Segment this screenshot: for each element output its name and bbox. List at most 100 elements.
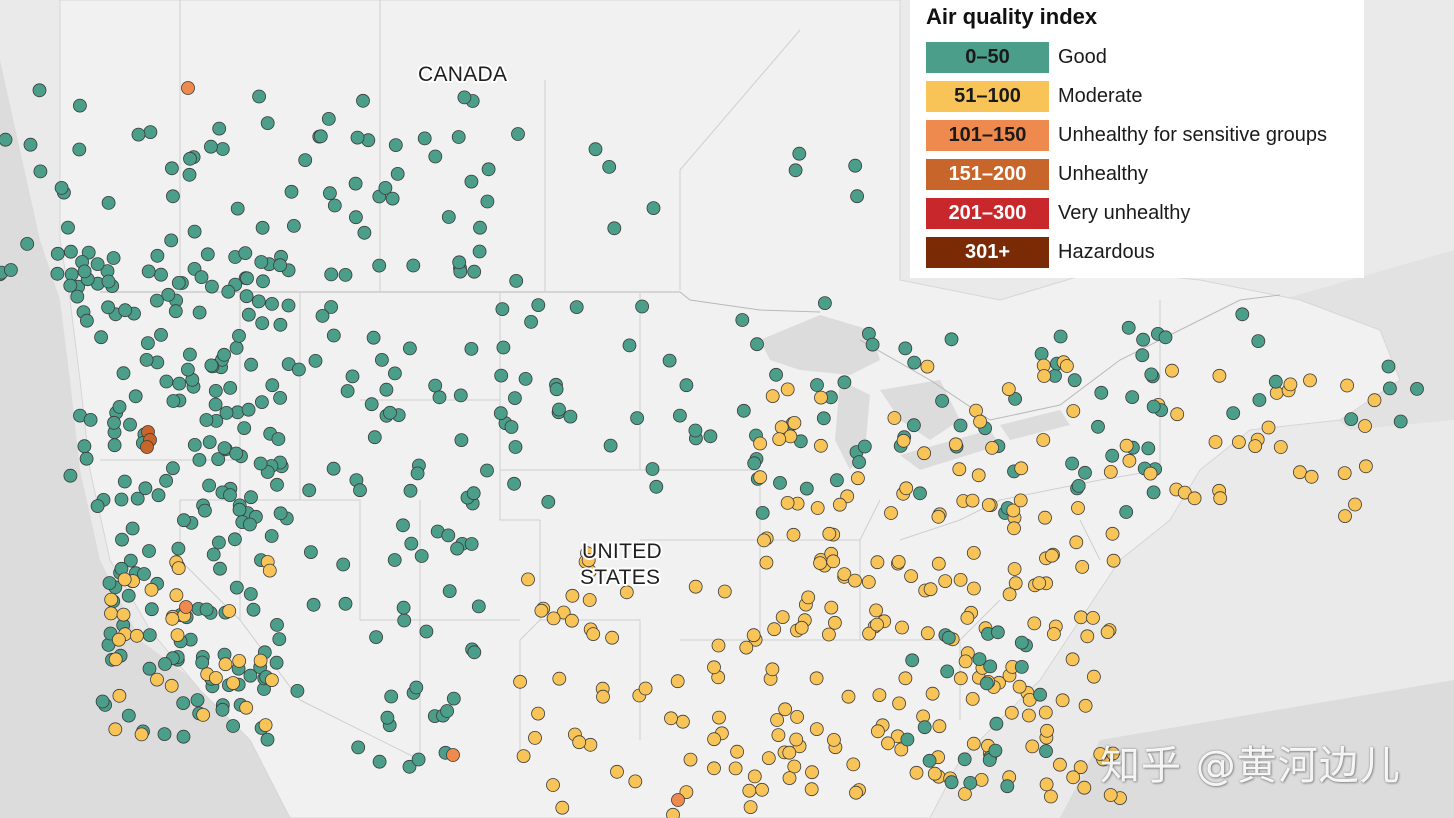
watermark-text: 知乎 @黄河边儿: [1100, 743, 1401, 789]
station-marker: [125, 521, 140, 536]
station-marker: [963, 776, 978, 790]
station-marker: [790, 710, 804, 724]
station-marker: [957, 752, 972, 767]
station-marker: [1143, 466, 1158, 481]
station-marker: [1135, 348, 1150, 363]
station-marker: [348, 210, 363, 225]
station-marker: [33, 164, 48, 179]
station-marker: [688, 579, 703, 594]
station-marker: [171, 561, 186, 575]
station-marker: [938, 574, 953, 588]
station-marker: [428, 149, 443, 164]
station-marker: [549, 382, 564, 397]
station-marker: [366, 330, 381, 345]
station-marker: [219, 405, 234, 420]
station-marker: [372, 258, 387, 273]
station-marker: [134, 727, 149, 742]
station-marker: [828, 615, 842, 630]
station-marker: [187, 437, 202, 452]
station-marker: [1039, 777, 1054, 792]
station-marker: [922, 753, 937, 768]
station-marker: [837, 375, 852, 390]
station-marker: [750, 337, 764, 352]
station-marker: [264, 529, 279, 543]
station-marker: [229, 340, 244, 355]
station-marker: [1344, 412, 1359, 427]
station-marker: [603, 438, 618, 453]
station-marker: [983, 659, 998, 674]
station-marker: [217, 441, 232, 456]
station-marker: [286, 218, 301, 233]
station-marker: [739, 640, 754, 655]
station-marker: [1232, 435, 1246, 450]
station-marker: [464, 341, 479, 356]
station-marker: [1014, 635, 1029, 650]
station-marker: [979, 676, 994, 691]
station-marker: [417, 131, 432, 146]
station-marker: [1106, 746, 1120, 761]
station-marker: [870, 555, 885, 570]
station-marker: [1261, 420, 1276, 435]
station-marker: [471, 599, 486, 614]
station-marker: [83, 412, 98, 427]
station-marker: [251, 294, 266, 309]
station-marker: [582, 593, 597, 607]
station-marker: [72, 142, 87, 157]
station-marker: [230, 201, 245, 216]
station-marker: [985, 440, 999, 455]
station-marker: [1014, 461, 1029, 476]
station-marker: [605, 630, 619, 645]
station-marker: [1004, 705, 1019, 720]
station-marker: [239, 289, 254, 304]
station-marker: [1086, 611, 1100, 625]
station-marker: [81, 245, 96, 260]
station-marker: [104, 606, 118, 621]
station-marker: [269, 655, 284, 670]
station-marker: [871, 724, 885, 739]
station-marker: [151, 488, 166, 503]
legend-row: 101–150 Unhealthy for sensitive groups: [926, 116, 1364, 155]
station-marker: [222, 604, 237, 618]
station-marker: [782, 771, 797, 785]
station-marker: [556, 605, 571, 620]
station-marker: [862, 626, 876, 641]
station-marker: [271, 432, 286, 446]
station-marker: [467, 264, 482, 279]
station-marker: [1273, 440, 1288, 454]
station-marker: [128, 389, 143, 404]
station-marker: [190, 693, 205, 707]
station-marker: [129, 628, 144, 643]
station-marker: [645, 462, 660, 476]
station-marker: [857, 439, 872, 454]
station-marker: [356, 93, 370, 108]
station-marker: [181, 81, 195, 95]
station-marker: [1013, 493, 1028, 508]
station-marker: [441, 528, 456, 543]
station-marker: [192, 452, 207, 467]
station-marker: [176, 696, 191, 710]
station-marker: [707, 732, 721, 747]
station-marker: [450, 541, 465, 556]
station-marker: [1103, 464, 1118, 479]
legend-swatch: 201–300: [926, 198, 1049, 229]
station-marker: [79, 451, 94, 466]
station-marker: [440, 704, 455, 718]
station-marker: [237, 421, 252, 436]
station-marker: [965, 493, 980, 508]
station-marker: [1008, 391, 1022, 406]
station-marker: [159, 374, 174, 389]
station-marker: [920, 359, 935, 374]
station-marker: [944, 332, 959, 347]
station-marker: [1044, 789, 1058, 804]
station-marker: [711, 638, 726, 653]
station-marker: [1071, 501, 1085, 515]
station-marker: [164, 678, 179, 693]
station-marker: [108, 722, 123, 737]
station-marker: [703, 429, 718, 444]
station-marker: [473, 220, 487, 235]
station-marker: [583, 737, 598, 752]
station-marker: [324, 267, 339, 282]
station-marker: [952, 462, 967, 477]
station-marker: [95, 694, 110, 709]
station-marker: [419, 624, 434, 639]
